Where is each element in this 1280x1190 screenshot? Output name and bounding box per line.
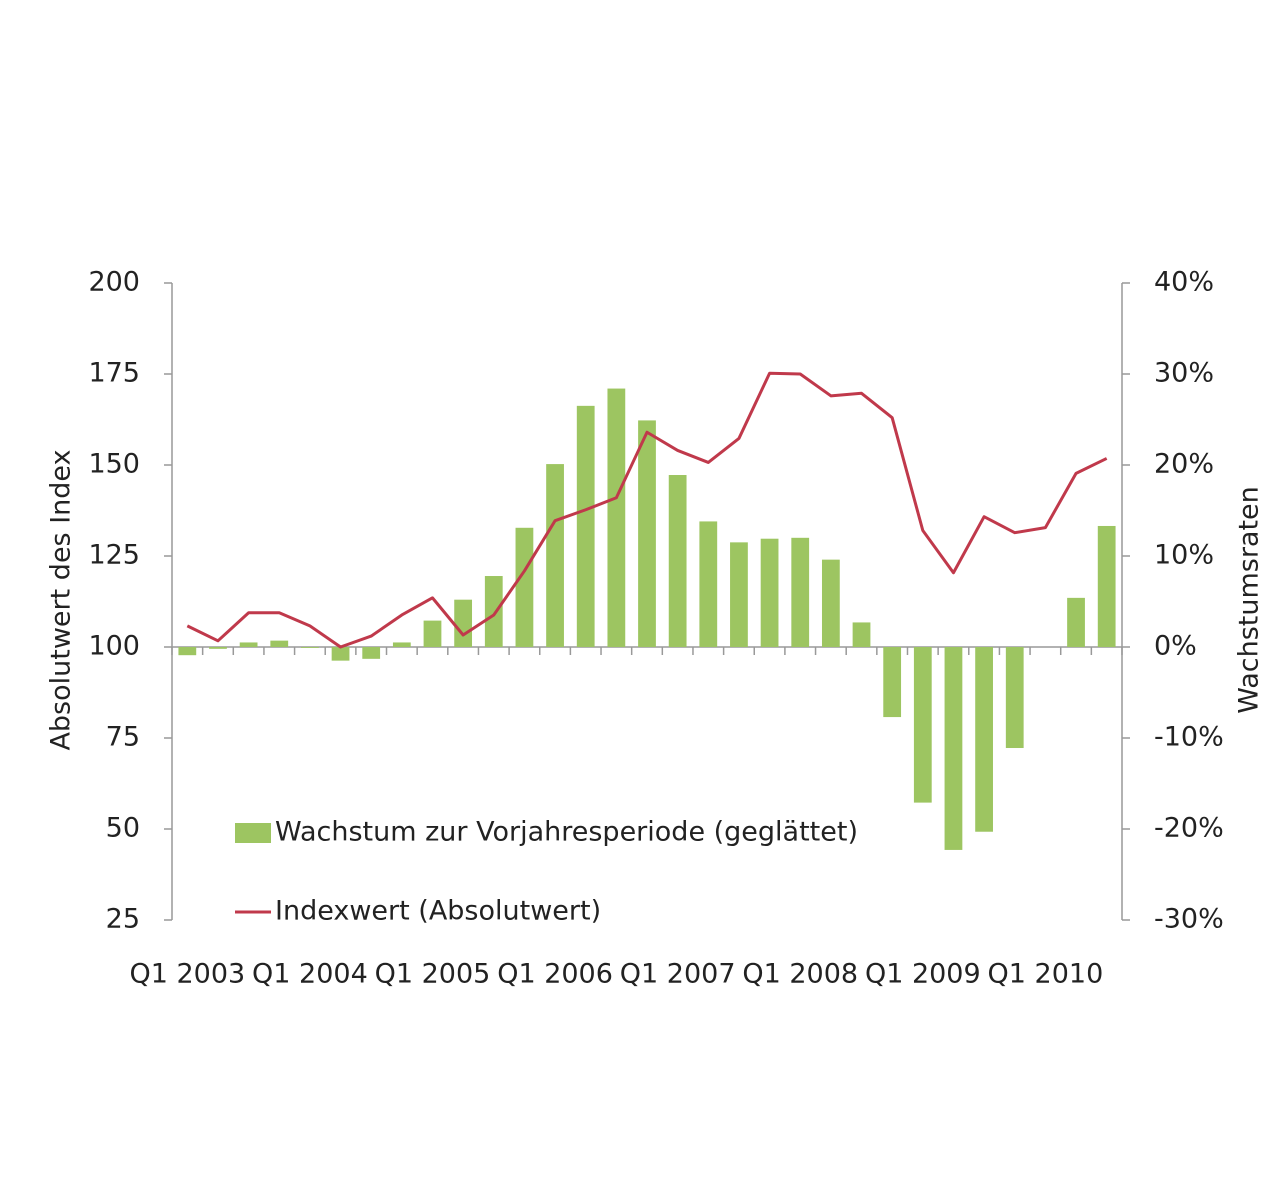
bar — [913, 647, 932, 803]
y-tick-label: 125 — [88, 540, 140, 571]
bar — [209, 647, 227, 649]
y-tick-label: 175 — [88, 358, 140, 389]
bar — [760, 538, 779, 647]
x-tick-label: Q1 2006 — [497, 959, 613, 990]
y2-tick-label: 10% — [1154, 540, 1214, 571]
bar — [791, 537, 810, 647]
y-tick-label: 200 — [88, 267, 140, 298]
bar — [301, 647, 319, 648]
x-tick-label: Q1 2005 — [375, 959, 491, 990]
bar — [883, 647, 902, 718]
bar — [576, 405, 595, 647]
x-tick-label: Q1 2008 — [742, 959, 858, 990]
y-tick-label: 75 — [106, 722, 140, 753]
bar — [546, 464, 564, 647]
y-axis-title: Absolutwert des Index — [46, 449, 77, 750]
bar — [515, 527, 534, 647]
bar — [638, 420, 656, 647]
bar — [1067, 597, 1085, 647]
bar — [454, 599, 473, 647]
bar — [1097, 525, 1116, 647]
bar — [270, 640, 289, 647]
y-tick-label: 50 — [106, 813, 140, 844]
x-tick-label: Q1 2004 — [252, 959, 368, 990]
x-tick-label: Q1 2007 — [620, 959, 736, 990]
y2-tick-label: -10% — [1154, 722, 1224, 753]
bar — [362, 647, 381, 659]
y2-tick-label: 30% — [1154, 358, 1214, 389]
bar — [392, 642, 411, 647]
bar — [730, 542, 748, 647]
bar — [852, 622, 871, 647]
bar — [1005, 647, 1024, 749]
y2-tick-label: 0% — [1154, 631, 1197, 662]
bar — [423, 620, 442, 647]
y2-tick-label: -30% — [1154, 904, 1224, 935]
x-tick-label: Q1 2009 — [865, 959, 981, 990]
bar — [607, 388, 626, 647]
y-tick-label: 150 — [88, 449, 140, 480]
bar — [944, 647, 963, 850]
x-tick-label: Q1 2010 — [988, 959, 1104, 990]
legend-label: Wachstum zur Vorjahresperiode (geglättet… — [275, 817, 858, 848]
bar — [484, 576, 503, 647]
y2-tick-label: 20% — [1154, 449, 1214, 480]
y-tick-label: 25 — [106, 904, 140, 935]
bar — [668, 475, 687, 647]
legend-swatch — [235, 823, 271, 843]
bar — [178, 647, 197, 656]
line — [186, 371, 1108, 649]
legend-label: Indexwert (Absolutwert) — [275, 896, 601, 927]
y2-tick-label: 40% — [1154, 267, 1214, 298]
bar — [331, 647, 350, 661]
x-tick-label: Q1 2003 — [129, 959, 245, 990]
bar — [975, 647, 993, 832]
y2-axis-title: Wachstumsraten — [1234, 486, 1265, 714]
bar — [821, 559, 840, 647]
bar — [699, 521, 718, 647]
y-tick-label: 100 — [88, 631, 140, 662]
bar — [239, 642, 258, 647]
y2-tick-label: -20% — [1154, 813, 1224, 844]
